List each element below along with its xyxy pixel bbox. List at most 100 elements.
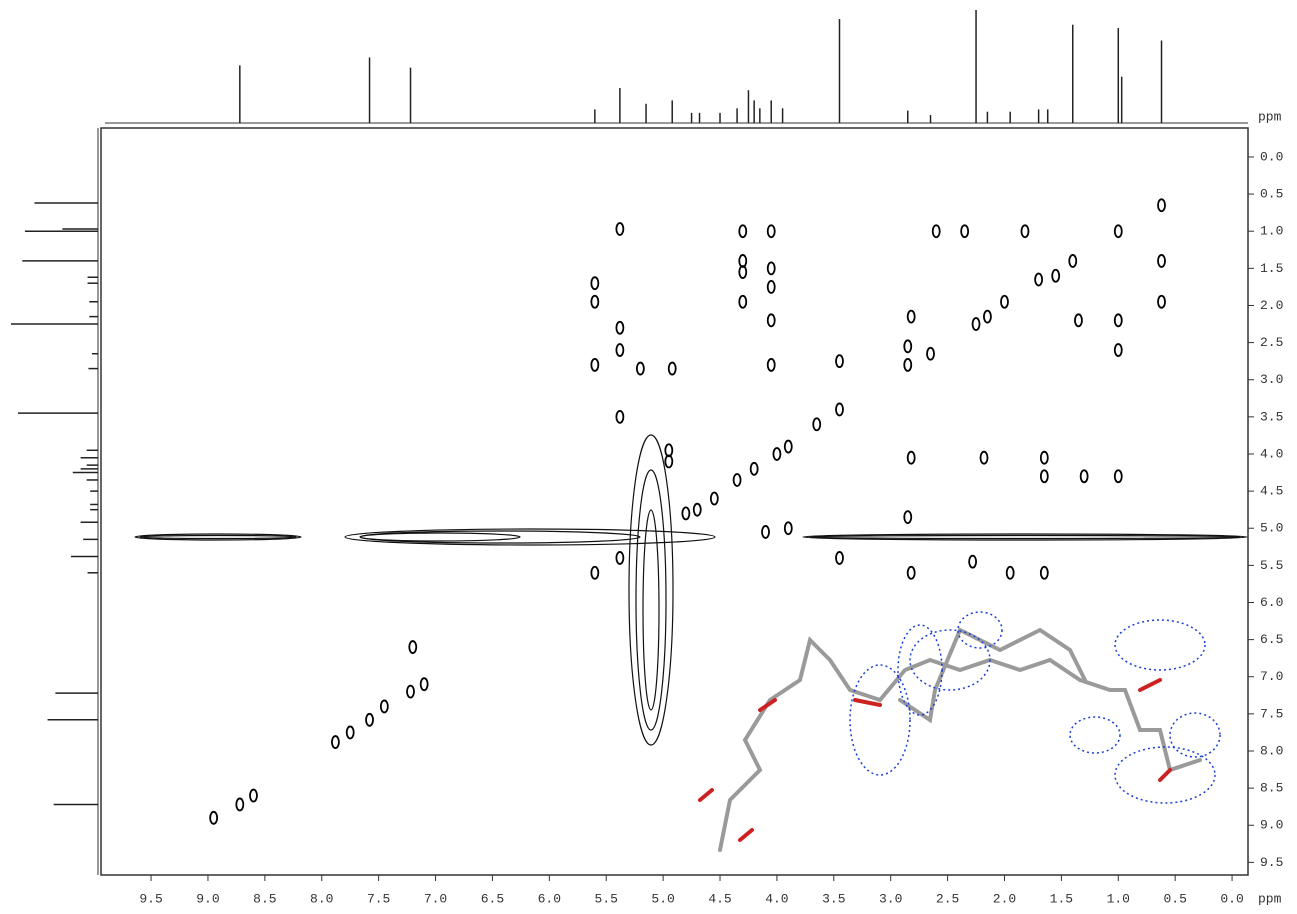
cross-peak [681, 506, 691, 521]
y-tick-label: 0.0 [1260, 149, 1283, 164]
x-tick-label: 2.5 [936, 891, 959, 906]
y-tick-label: 5.5 [1260, 558, 1283, 573]
cross-peak [1068, 254, 1078, 268]
cross-peak [835, 354, 844, 369]
y-axis-label: ppm [1258, 109, 1282, 124]
y-tick-label: 8.0 [1260, 743, 1283, 758]
cross-peak [1039, 450, 1049, 465]
cross-peak [971, 317, 981, 331]
cross-peak [931, 224, 941, 239]
x-axis-label: ppm [1258, 891, 1282, 906]
cross-peak [635, 361, 645, 376]
cross-peak [903, 339, 913, 354]
cross-peak [249, 788, 258, 803]
cross-peak [1113, 313, 1123, 328]
cross-peak [590, 565, 600, 580]
cross-peak [812, 417, 822, 432]
x-tick-label: 7.0 [424, 891, 447, 906]
cross-peak [615, 320, 625, 335]
y-tick-label: 8.5 [1260, 781, 1283, 796]
cross-peak [1079, 469, 1089, 484]
cross-peak [761, 525, 770, 539]
cross-peak [408, 640, 418, 654]
x-tick-label: 7.5 [367, 891, 390, 906]
cross-peak [235, 797, 245, 812]
cross-peak [926, 346, 935, 361]
cross-peak [1157, 294, 1166, 309]
cross-peak [1157, 254, 1166, 268]
cross-peak [615, 343, 625, 357]
y-tick-label: 7.0 [1260, 669, 1283, 684]
cross-peak [692, 502, 702, 517]
cross-peak [903, 510, 913, 524]
x-tick-label: 8.0 [310, 891, 333, 906]
cross-peak [783, 521, 793, 536]
cross-peak [379, 699, 389, 714]
cross-peak [664, 454, 674, 469]
y-tick-label: 1.0 [1260, 224, 1283, 239]
solvent-ridges [134, 434, 1248, 746]
y-tick-label: 9.0 [1260, 818, 1283, 833]
y-tick-label: 1.5 [1260, 261, 1283, 276]
cross-peak [1051, 268, 1061, 283]
cross-peak [1034, 272, 1044, 287]
y-tick-label: 7.5 [1260, 706, 1283, 721]
molecule-sketch [698, 627, 1202, 852]
x-tick-label: 6.5 [481, 891, 504, 906]
x-tick-label: 5.0 [651, 891, 674, 906]
cross-peak [1039, 469, 1049, 484]
cross-peak [738, 265, 748, 279]
cross-peak [1157, 198, 1166, 213]
cross-peak [906, 450, 916, 465]
x-tick-label: 0.0 [1220, 891, 1243, 906]
cross-peak [209, 810, 219, 825]
cross-peak [1113, 343, 1123, 357]
cross-peak [903, 357, 913, 372]
cross-peak [960, 224, 970, 239]
y-tick-label: 5.0 [1260, 521, 1283, 536]
cross-peak [1113, 469, 1123, 484]
cross-peak [345, 725, 355, 740]
cross-peak [738, 224, 748, 239]
y-tick-label: 0.5 [1260, 187, 1283, 202]
cross-peak [906, 565, 916, 580]
y-tick-label: 9.5 [1260, 855, 1283, 870]
cross-peak [615, 551, 625, 565]
x-tick-label: 1.5 [1050, 891, 1073, 906]
y-tick-label: 2.5 [1260, 335, 1283, 350]
y-tick-label: 4.0 [1260, 446, 1283, 461]
cross-peak [835, 551, 844, 565]
y-tick-label: 4.5 [1260, 484, 1283, 499]
cross-peak [983, 309, 992, 324]
cross-peak [615, 409, 625, 424]
cross-peak [732, 473, 742, 487]
cross-peak [766, 261, 776, 276]
cross-peak [1039, 565, 1049, 580]
x-tick-label: 4.5 [708, 891, 731, 906]
cross-peak [906, 309, 916, 324]
cross-peak [406, 684, 415, 699]
cross-peak [590, 276, 600, 291]
cross-peak [835, 402, 844, 417]
x-tick-label: 4.0 [765, 891, 788, 906]
x-tick-label: 5.5 [595, 891, 618, 906]
cross-peak [590, 294, 600, 309]
x-tick-label: 8.5 [253, 891, 276, 906]
x-tick-label: 9.5 [139, 891, 162, 906]
cross-peak [1005, 565, 1015, 580]
y-tick-label: 3.5 [1260, 409, 1283, 424]
x-tick-label: 3.0 [879, 891, 902, 906]
cross-peak [766, 357, 776, 372]
cross-peak [772, 447, 782, 461]
x-tick-label: 2.0 [993, 891, 1016, 906]
cross-peak [709, 491, 719, 506]
cross-peak [1020, 224, 1030, 239]
x-tick-label: 6.0 [538, 891, 561, 906]
cross-peak [968, 554, 978, 569]
x-tick-label: 1.0 [1107, 891, 1130, 906]
cross-peak [1113, 224, 1123, 239]
noe-arrows [849, 611, 1221, 804]
cross-peak [590, 357, 600, 372]
x-tick-label: 9.0 [196, 891, 219, 906]
